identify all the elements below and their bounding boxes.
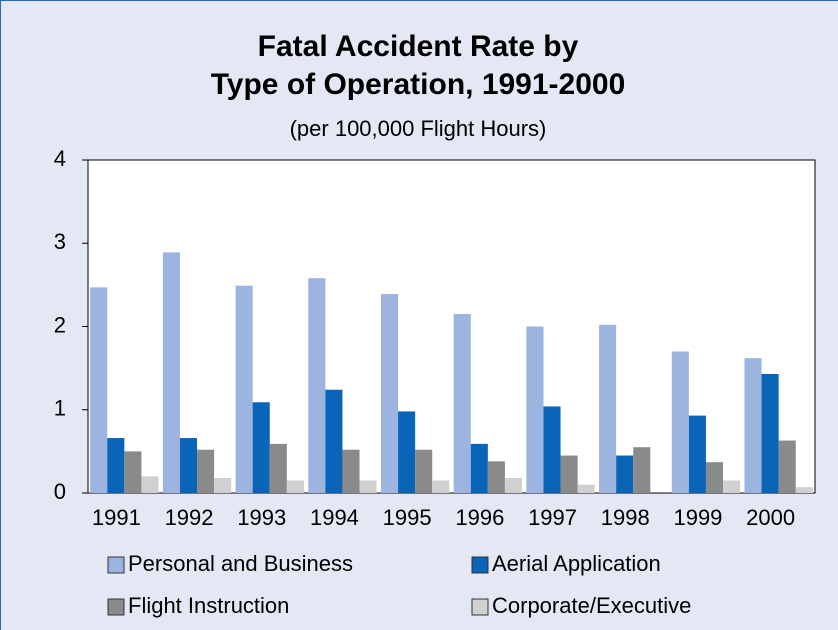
bar (723, 480, 741, 493)
x-tick-label: 2000 (746, 505, 795, 530)
bar (308, 278, 326, 493)
y-tick-label: 2 (54, 312, 66, 337)
bar (252, 402, 270, 493)
bar (124, 451, 142, 493)
bar (526, 326, 544, 493)
y-tick-label: 4 (54, 146, 66, 171)
bar (616, 455, 634, 493)
legend-label: Flight Instruction (128, 593, 289, 618)
chart-title: Fatal Accident Rate by (258, 30, 579, 63)
chart-subtitle: (per 100,000 Flight Hours) (290, 116, 547, 141)
bar (470, 443, 488, 493)
x-tick-label: 1998 (601, 505, 650, 530)
bar (286, 480, 304, 493)
bar (235, 285, 253, 493)
bar (671, 351, 689, 493)
bar (214, 478, 232, 493)
x-tick-label: 1991 (92, 505, 141, 530)
bar (504, 478, 523, 493)
bar (599, 324, 617, 493)
bar (688, 415, 706, 493)
bar (795, 487, 813, 493)
x-tick-label: 1996 (455, 505, 504, 530)
bar (141, 476, 159, 493)
bar (633, 447, 651, 493)
bar (162, 252, 180, 493)
bar (761, 373, 779, 493)
legend-label: Personal and Business (128, 551, 353, 576)
bar (380, 294, 399, 493)
legend-swatch (471, 598, 489, 616)
bar (398, 411, 416, 493)
x-tick-label: 1995 (383, 505, 432, 530)
bar (778, 440, 796, 493)
bar (415, 449, 433, 493)
y-tick-label: 3 (54, 229, 66, 254)
bar (197, 449, 215, 493)
bar (705, 462, 724, 493)
bar (432, 480, 450, 493)
x-tick-label: 1994 (310, 505, 359, 530)
bar (179, 438, 198, 493)
bar (453, 314, 471, 493)
x-tick-label: 1999 (673, 505, 722, 530)
bar (560, 455, 578, 493)
y-tick-label: 1 (54, 396, 66, 421)
bar (90, 287, 108, 493)
legend-swatch (107, 556, 125, 574)
legend-swatch (471, 556, 489, 574)
legend-label: Aerial Application (492, 551, 661, 576)
bar (325, 389, 343, 493)
bar (543, 406, 561, 493)
x-tick-label: 1997 (528, 505, 577, 530)
x-tick-label: 1992 (165, 505, 214, 530)
bar (269, 443, 287, 493)
y-tick-label: 0 (54, 479, 66, 504)
bar (342, 449, 360, 493)
bar (577, 484, 595, 493)
bar (487, 461, 505, 493)
chart-title: Type of Operation, 1991-2000 (211, 68, 626, 101)
x-tick-label: 1993 (237, 505, 286, 530)
bar (744, 358, 762, 493)
legend-swatch (107, 598, 125, 616)
bar (359, 480, 377, 493)
legend-label: Corporate/Executive (492, 593, 691, 618)
bar (107, 438, 125, 493)
